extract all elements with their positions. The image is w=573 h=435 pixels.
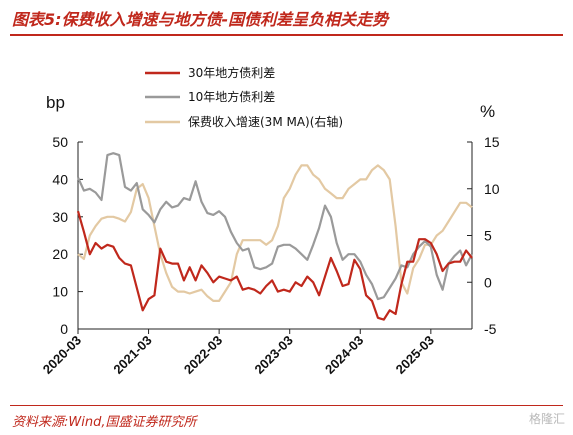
axes: 0 10 20 30 40 50 -5 0 5 10 15 2020-03 2021-03 2022-03… [40, 134, 500, 377]
right-tick-label: 0 [484, 274, 492, 290]
right-tick-label: 10 [484, 181, 500, 197]
left-tick-label: 40 [52, 171, 68, 187]
watermark: 格隆汇 [528, 412, 565, 426]
left-tick-label: 0 [60, 321, 68, 337]
legend-label-premium: 保费收入增速(3M MA)(右轴) [188, 114, 343, 129]
left-tick-label: 20 [52, 246, 68, 262]
right-tick-label: -5 [484, 321, 497, 337]
x-tick-label: 2022-03 [181, 333, 225, 377]
legend-label-spread10: 10年地方债利差 [188, 89, 275, 104]
source-note: 资料来源:Wind,国盛证券研究所 [12, 415, 197, 430]
left-tick-label: 50 [52, 134, 68, 150]
x-tick-label: 2025-03 [393, 333, 437, 377]
right-tick-label: 5 [484, 228, 492, 244]
x-tick-label: 2024-03 [322, 333, 366, 377]
series-line-spread10 [76, 152, 473, 301]
source-rule [10, 405, 563, 406]
series-line-spread30 [76, 210, 473, 321]
x-tick-label: 2023-03 [251, 333, 295, 377]
x-tick-label: 2020-03 [40, 333, 84, 377]
legend-label-spread30: 30年地方债利差 [188, 65, 275, 80]
right-tick-label: 15 [484, 134, 500, 150]
legend: 30年地方债利差 10年地方债利差 保费收入增速(3M MA)(右轴) [145, 65, 343, 129]
right-axis-unit: % [480, 102, 495, 121]
series-line-premium [77, 164, 473, 302]
left-tick-label: 10 [52, 284, 68, 300]
series-layer [76, 152, 473, 321]
x-tick-label: 2021-03 [110, 333, 154, 377]
title-rule [10, 34, 563, 36]
left-tick-label: 30 [52, 209, 68, 225]
left-axis-unit: bp [46, 93, 65, 112]
figure-title: 图表5:保费收入增速与地方债-国债利差呈负相关走势 [12, 10, 389, 29]
